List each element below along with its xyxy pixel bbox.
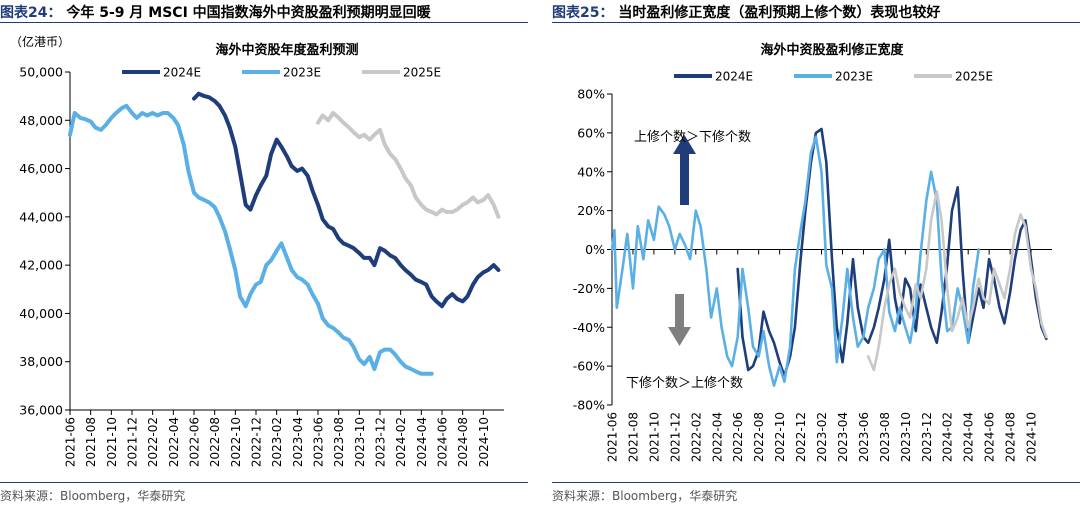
x-tick-label: 2023-12: [920, 412, 934, 462]
right-figure-title: 当时盈利修正宽度（盈利预期上修个数）表现也较好: [618, 5, 941, 21]
y-tick-label: 44,000: [19, 209, 63, 224]
x-tick-label: 2023-06: [857, 412, 871, 462]
y-tick-label: -60%: [573, 359, 605, 374]
x-tick-label: 2021-10: [647, 412, 661, 462]
legend-label-2025E: 2025E: [955, 70, 993, 84]
right-figure-label: 图表25：: [552, 5, 614, 21]
y-tick-label: 48,000: [19, 113, 63, 128]
left-figure-title: 今年 5-9 月 MSCI 中国指数海外中资股盈利预期明显回暖: [66, 5, 431, 21]
x-tick-label: 2021-08: [626, 412, 640, 462]
arrow-up-icon: [673, 135, 696, 205]
right-source: 资料来源：Bloomberg，华泰研究: [552, 489, 738, 503]
annotation-downward: 下修个数＞上修个数: [626, 376, 743, 391]
x-tick-label: 2022-08: [208, 417, 222, 467]
x-tick-label: 2024-02: [941, 412, 955, 462]
x-tick-label: 2021-08: [84, 417, 98, 467]
y-tick-label: 40%: [577, 164, 605, 179]
x-tick-label: 2023-08: [332, 417, 346, 467]
y-tick-label: 46,000: [19, 161, 63, 176]
legend-label-2023E: 2023E: [835, 70, 873, 84]
y-tick-label: 50,000: [19, 65, 63, 80]
x-tick-label: 2023-02: [270, 417, 284, 467]
x-tick-label: 2023-04: [836, 412, 850, 462]
x-tick-label: 2022-02: [146, 417, 160, 467]
x-tick-label: 2021-12: [126, 417, 140, 467]
y-tick-label: -20%: [573, 281, 605, 296]
y-tick-label: 20%: [577, 203, 605, 218]
x-tick-label: 2022-08: [752, 412, 766, 462]
x-tick-label: 2022-02: [689, 412, 703, 462]
y-tick-label: 60%: [577, 125, 605, 140]
x-tick-label: 2024-10: [477, 417, 491, 467]
y-tick-label: 0%: [585, 242, 605, 257]
x-tick-label: 2023-10: [353, 417, 367, 467]
x-tick-label: 2022-12: [250, 417, 264, 467]
x-tick-label: 2021-06: [64, 417, 78, 467]
x-tick-label: 2024-08: [1004, 412, 1018, 462]
right-footer-rule: [552, 482, 1080, 483]
right-figure-header: 图表25： 当时盈利修正宽度（盈利预期上修个数）表现也较好: [552, 2, 1080, 22]
y-tick-label: 40,000: [19, 306, 63, 321]
x-tick-label: 2024-08: [456, 417, 470, 467]
right-figure: 图表25： 当时盈利修正宽度（盈利预期上修个数）表现也较好 海外中资股盈利修正宽…: [552, 0, 1080, 507]
annotation-upward: 上修个数＞下修个数: [634, 130, 751, 145]
x-tick-label: 2022-12: [794, 412, 808, 462]
chart-title: 海外中资股年度盈利预测: [215, 42, 358, 58]
y-tick-label: -80%: [573, 398, 605, 413]
x-tick-label: 2024-02: [394, 417, 408, 467]
left-source: 资料来源：Bloomberg，华泰研究: [0, 489, 186, 503]
y-tick-label: -40%: [573, 320, 605, 335]
x-tick-label: 2024-10: [1025, 412, 1039, 462]
y-tick-label: 36,000: [19, 403, 63, 418]
series-line-2023E: [68, 103, 434, 376]
series-line-2024E: [192, 91, 501, 309]
y-unit-label: （亿港币）: [10, 34, 70, 49]
right-chart: 海外中资股盈利修正宽度 2024E 2023E 2025E -80% -60% -40% -2…: [573, 42, 1052, 462]
legend-label-2025E: 2025E: [403, 66, 441, 80]
x-tick-label: 2021-10: [105, 417, 119, 467]
x-tick-label: 2023-06: [312, 417, 326, 467]
x-tick-label: 2023-02: [815, 412, 829, 462]
left-figure-label: 图表24：: [0, 5, 62, 21]
series-line-2023E: [610, 135, 981, 387]
right-header-rule: [552, 22, 1080, 23]
x-tick-label: 2021-12: [668, 412, 682, 462]
left-figure-header: 图表24： 今年 5-9 月 MSCI 中国指数海外中资股盈利预期明显回暖: [0, 2, 528, 22]
left-header-rule: [0, 22, 528, 23]
x-tick-label: 2022-04: [710, 412, 724, 462]
x-tick-label: 2022-06: [731, 412, 745, 462]
chart-title: 海外中资股盈利修正宽度: [760, 42, 904, 58]
y-tick-label: 38,000: [19, 354, 63, 369]
x-tick-label: 2022-06: [188, 417, 202, 467]
x-tick-label: 2023-04: [291, 417, 305, 467]
y-tick-label: 42,000: [19, 258, 63, 273]
left-footer-rule: [0, 482, 528, 483]
x-tick-label: 2021-06: [606, 412, 620, 462]
x-tick-label: 2023-12: [374, 417, 388, 467]
y-tick-label: 80%: [577, 87, 605, 102]
series-line-2025E: [866, 189, 1048, 372]
x-tick-label: 2024-06: [436, 417, 450, 467]
x-tick-label: 2023-10: [899, 412, 913, 462]
legend-label-2024E: 2024E: [163, 66, 201, 80]
series-line-2025E: [316, 111, 501, 219]
arrow-down-icon: [668, 294, 691, 346]
x-tick-label: 2024-04: [415, 417, 429, 467]
x-tick-label: 2022-10: [773, 412, 787, 462]
left-figure: 图表24： 今年 5-9 月 MSCI 中国指数海外中资股盈利预期明显回暖 海外…: [0, 0, 528, 507]
x-tick-label: 2022-04: [167, 417, 181, 467]
x-tick-label: 2023-08: [878, 412, 892, 462]
left-chart: 海外中资股年度盈利预测 （亿港币） 2024E 2023E 2025E 36,000 38,…: [10, 34, 504, 467]
legend-label-2023E: 2023E: [283, 66, 321, 80]
x-tick-label: 2022-10: [229, 417, 243, 467]
legend-label-2024E: 2024E: [715, 70, 753, 84]
x-tick-label: 2024-04: [962, 412, 976, 462]
x-tick-label: 2024-06: [983, 412, 997, 462]
series-line-2024E: [736, 127, 1048, 378]
